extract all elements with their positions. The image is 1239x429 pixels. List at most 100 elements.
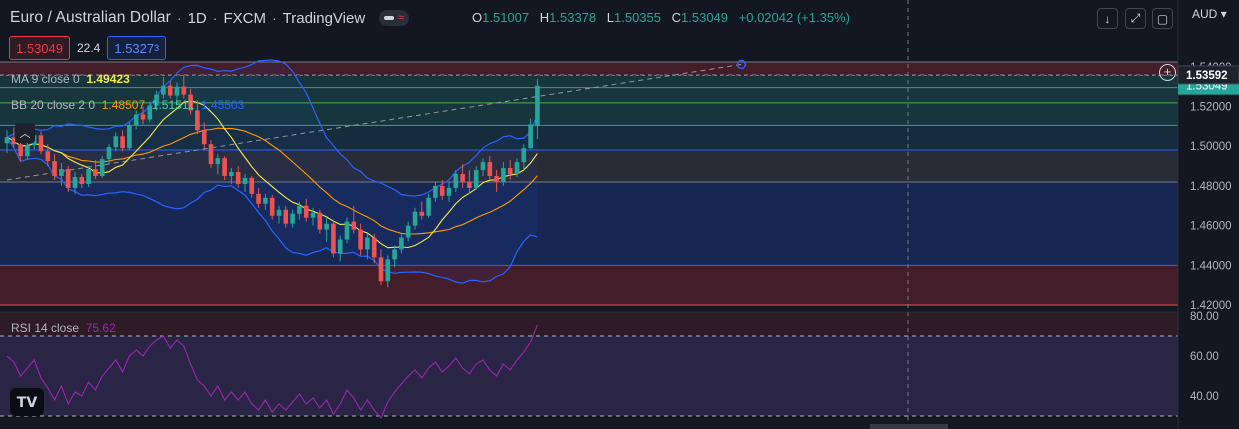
candle-body: [433, 185, 438, 198]
candle-body: [460, 174, 465, 182]
candle-body: [494, 175, 499, 182]
bb-label: BB 20 close 2 0: [11, 98, 96, 112]
rsi-line: [6, 324, 538, 420]
price-tick-label: 1.42000: [1190, 300, 1232, 312]
candle-body: [521, 148, 527, 163]
candle-body: [120, 136, 125, 149]
candle-body: [317, 212, 323, 230]
rsi-tick-label: 80.00: [1190, 311, 1219, 323]
candle-body: [140, 114, 146, 120]
candle-body: [222, 158, 227, 176]
market-closed-icon: [384, 16, 395, 20]
candle-body: [18, 144, 23, 157]
legend-ma[interactable]: MA 9 close 0 1.49423: [11, 72, 130, 86]
collapse-legend-button[interactable]: ︿: [15, 123, 35, 143]
candle-body: [344, 221, 350, 240]
candle-body: [249, 177, 255, 194]
open-value: 1.51007: [482, 10, 530, 25]
add-alert-button[interactable]: +: [1159, 64, 1176, 81]
candle-body: [127, 125, 132, 149]
candle-body: [480, 162, 486, 171]
candle-body: [235, 172, 241, 184]
candle-body: [72, 176, 78, 188]
interval-label[interactable]: 1D: [187, 9, 207, 27]
candle-body: [378, 257, 384, 282]
zone-red: [0, 62, 1178, 76]
low-value: 1.50355: [614, 10, 661, 25]
symbol-title[interactable]: Euro / Australian Dollar: [10, 9, 171, 26]
exchange-label: FXCM: [223, 9, 266, 27]
candle-body: [399, 237, 404, 250]
rsi-upper-zone: [0, 312, 1178, 336]
ma-value: 1.49423: [86, 72, 130, 86]
candle-body: [303, 205, 309, 218]
bb-fill: [7, 60, 538, 284]
candle-body: [25, 145, 30, 157]
crosshair-price-label: 1.53592: [1186, 70, 1228, 82]
candle-body: [147, 105, 153, 120]
candle-body: [283, 209, 289, 224]
candle-body: [263, 197, 268, 204]
ma-label: MA 9 close 0: [11, 72, 80, 86]
candle-body: [11, 137, 17, 145]
chevron-down-icon: ▾: [1220, 7, 1227, 21]
candle-body: [99, 159, 105, 176]
ohlc-readout: O1.51007 H1.53378 L1.50355 C1.53049 +0.0…: [472, 10, 850, 25]
candle-body: [439, 185, 445, 196]
candle-body: [106, 147, 112, 160]
candle-body: [473, 170, 479, 188]
high-value: 1.53378: [549, 10, 597, 25]
tradingview-logo[interactable]: 𝗧𝗩: [10, 388, 44, 416]
candle-body: [52, 161, 57, 176]
candle-body: [133, 114, 139, 126]
provider-label: TradingView: [282, 9, 366, 27]
price-tick-label: 1.44000: [1190, 260, 1232, 272]
candle-body: [59, 169, 64, 176]
candle-body: [242, 177, 248, 184]
trendline: [6, 63, 742, 181]
zone-gray: [0, 149, 1178, 182]
candle-body: [79, 176, 85, 184]
candle-body: [351, 221, 357, 230]
fullscreen-button[interactable]: ⤢: [1125, 8, 1146, 29]
wave-icon: ≈: [398, 11, 405, 24]
plus-icon: +: [1163, 64, 1172, 79]
candle-body: [208, 144, 214, 165]
candle-body: [412, 211, 418, 226]
currency-selector[interactable]: AUD ▾: [1192, 7, 1227, 21]
candle-body: [385, 259, 391, 282]
market-status-pill[interactable]: ≈: [379, 10, 410, 26]
arrow-down-icon: ↓: [1104, 11, 1111, 26]
candle-body: [113, 136, 119, 148]
buy-button[interactable]: 1.5327 3: [107, 36, 167, 60]
candle-body: [195, 110, 200, 131]
close-label: C: [671, 10, 682, 25]
currency-label: AUD: [1192, 7, 1218, 21]
rsi-tick-label: 60.00: [1190, 351, 1219, 363]
candle-body: [256, 193, 261, 204]
expand-icon: ⤢: [1130, 11, 1141, 25]
candle-body: [419, 211, 425, 216]
sell-button[interactable]: 1.53049: [9, 36, 70, 60]
bb-upper-line: [6, 59, 538, 197]
header-separator: ·: [271, 10, 277, 26]
chart-header: Euro / Australian Dollar · 1D · FXCM · T…: [10, 8, 410, 28]
candle-body: [467, 181, 472, 188]
candle-body: [290, 213, 295, 224]
window-icon: ▢: [1156, 11, 1169, 26]
high-label: H: [539, 10, 550, 25]
zone-blue: [0, 181, 1178, 266]
candle-body: [405, 225, 411, 238]
snapshot-button[interactable]: ▢: [1152, 8, 1173, 29]
candle-body: [65, 169, 71, 188]
candle-body: [501, 168, 506, 182]
legend-bb[interactable]: BB 20 close 2 0 1.48507 1.51511 1.45503: [11, 98, 244, 112]
open-label: O: [472, 10, 483, 25]
candle-body: [167, 85, 173, 96]
price-tick-label: 1.52000: [1190, 102, 1232, 114]
download-button[interactable]: ↓: [1097, 8, 1118, 29]
bb-lower-line: [6, 136, 538, 284]
rsi-label: RSI 14 close: [11, 321, 80, 335]
legend-rsi[interactable]: RSI 14 close 75.62: [11, 321, 116, 335]
